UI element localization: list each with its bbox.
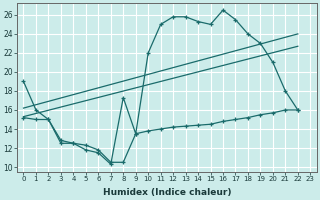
X-axis label: Humidex (Indice chaleur): Humidex (Indice chaleur) — [103, 188, 231, 197]
